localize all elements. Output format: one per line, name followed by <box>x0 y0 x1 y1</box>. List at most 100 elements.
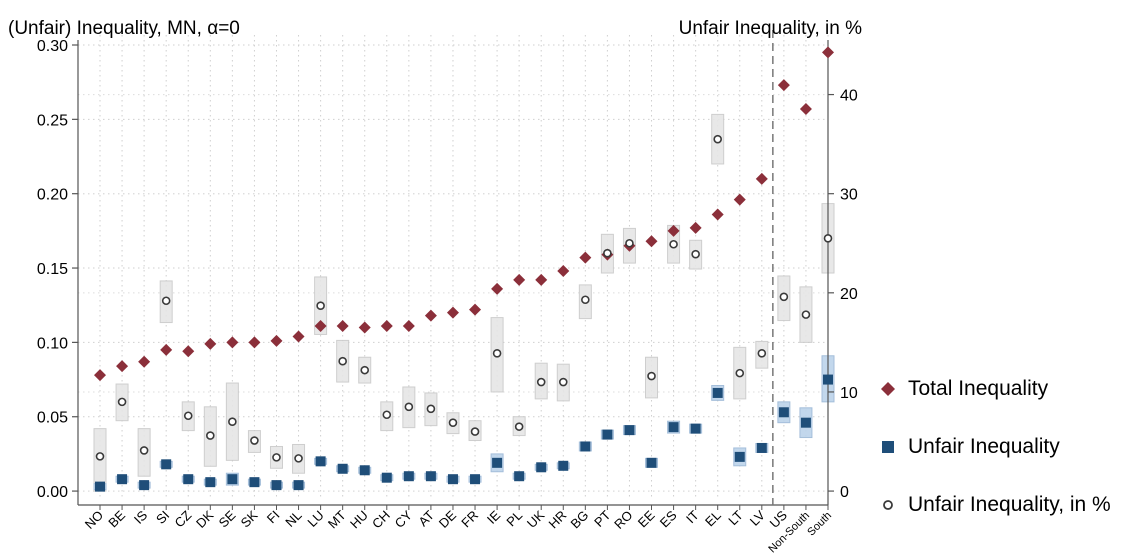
point-unfair-inequality <box>800 417 811 428</box>
point-total-inequality <box>270 334 283 347</box>
point-total-inequality <box>733 193 746 206</box>
point-unfair-pct <box>250 436 259 445</box>
point-unfair-inequality <box>161 459 172 470</box>
x-tick-label: AT <box>415 507 437 529</box>
legend-item-total: Total Inequality <box>868 360 1111 418</box>
point-unfair-inequality <box>712 387 723 398</box>
left-axis-title: (Unfair) Inequality, MN, α=0 <box>8 18 240 39</box>
x-tick-label: DE <box>436 507 460 531</box>
legend-label-unfair-pct: Unfair Inequality, in % <box>908 493 1111 516</box>
point-unfair-inequality <box>668 422 679 433</box>
point-total-inequality <box>799 102 812 115</box>
data-marks <box>94 46 834 492</box>
point-total-inequality <box>94 369 106 382</box>
point-unfair-pct <box>206 431 215 440</box>
point-unfair-pct <box>139 446 149 455</box>
x-tick-label: PL <box>503 508 525 530</box>
point-unfair-inequality <box>227 474 238 485</box>
x-tick-label: HU <box>347 508 371 532</box>
point-total-inequality <box>336 320 349 333</box>
point-total-inequality <box>358 321 371 334</box>
point-unfair-inequality <box>514 471 525 482</box>
point-unfair-inequality <box>536 462 547 473</box>
point-unfair-pct <box>382 410 392 420</box>
point-unfair-inequality <box>293 480 304 491</box>
x-tick-label: SK <box>238 507 261 530</box>
legend-label-total: Total Inequality <box>908 377 1049 400</box>
point-unfair-inequality <box>425 471 436 482</box>
point-total-inequality <box>777 79 790 92</box>
point-unfair-inequality <box>271 480 282 491</box>
point-unfair-pct <box>691 249 700 259</box>
x-tick-label: CY <box>392 507 416 531</box>
left-tick-label: 0.10 <box>37 335 68 352</box>
point-unfair-pct <box>272 453 281 462</box>
point-total-inequality <box>755 172 768 185</box>
point-unfair-pct <box>713 134 722 144</box>
point-unfair-pct <box>338 356 347 366</box>
point-unfair-inequality <box>558 460 569 471</box>
right-tick-label: 30 <box>840 187 858 204</box>
x-tick-label: BG <box>568 508 592 532</box>
x-tick-label: IT <box>683 507 702 526</box>
point-unfair-inequality <box>205 477 216 488</box>
point-unfair-pct <box>316 301 325 311</box>
point-unfair-inequality <box>492 457 503 468</box>
point-total-inequality <box>402 320 415 333</box>
point-total-inequality <box>446 306 459 319</box>
legend-label-unfair: Unfair Inequality <box>908 435 1060 458</box>
x-tick-label: LT <box>725 507 746 528</box>
point-total-inequality <box>689 221 702 234</box>
point-unfair-inequality <box>315 456 326 467</box>
point-total-inequality <box>226 336 239 349</box>
point-unfair-inequality <box>95 481 105 492</box>
point-unfair-inequality <box>381 472 392 483</box>
confidence-intervals <box>93 113 835 492</box>
point-unfair-inequality <box>823 374 833 385</box>
x-tick-label: NL <box>282 508 304 530</box>
x-tick-label: CZ <box>171 507 194 530</box>
x-tick-label: SE <box>216 507 239 530</box>
point-unfair-inequality <box>756 442 767 453</box>
left-tick-label: 0.00 <box>37 484 68 501</box>
point-unfair-pct <box>823 234 833 243</box>
point-unfair-pct <box>470 427 480 436</box>
circle-marker-icon <box>868 497 908 513</box>
point-unfair-pct <box>558 377 568 387</box>
point-unfair-inequality <box>403 471 414 482</box>
point-total-inequality <box>182 345 195 358</box>
grid-lines <box>78 35 829 500</box>
point-total-inequality <box>557 265 570 278</box>
point-unfair-pct <box>757 348 767 358</box>
legend-item-unfair-pct: Unfair Inequality, in % <box>868 476 1111 534</box>
point-unfair-pct <box>426 404 436 414</box>
x-tick-label: EL <box>702 508 724 530</box>
x-tick-label: HR <box>546 508 570 532</box>
point-unfair-pct <box>603 248 612 258</box>
point-unfair-inequality <box>690 423 701 434</box>
x-tick-label: FR <box>458 508 481 531</box>
x-tick-label: EE <box>635 507 658 530</box>
point-total-inequality <box>314 320 327 333</box>
x-tick-label: LV <box>747 507 768 528</box>
point-total-inequality <box>469 303 482 316</box>
point-unfair-pct <box>514 422 524 431</box>
x-tick-label: FI <box>264 508 283 527</box>
point-total-inequality <box>579 251 592 264</box>
point-unfair-inequality <box>470 474 481 485</box>
point-total-inequality <box>535 273 548 286</box>
right-tick-label: 20 <box>840 286 858 303</box>
point-total-inequality <box>292 330 305 343</box>
point-unfair-inequality <box>734 451 745 462</box>
x-tick-label: PT <box>591 507 613 529</box>
point-total-inequality <box>822 46 834 59</box>
x-tick-label: LU <box>304 508 326 530</box>
point-unfair-inequality <box>646 457 657 468</box>
x-tick-label: CH <box>369 508 393 532</box>
point-unfair-pct <box>95 452 105 461</box>
x-tick-label: SI <box>153 508 172 527</box>
x-tick-label: South <box>805 510 834 539</box>
left-tick-label: 0.15 <box>37 261 68 278</box>
point-total-inequality <box>711 208 724 221</box>
